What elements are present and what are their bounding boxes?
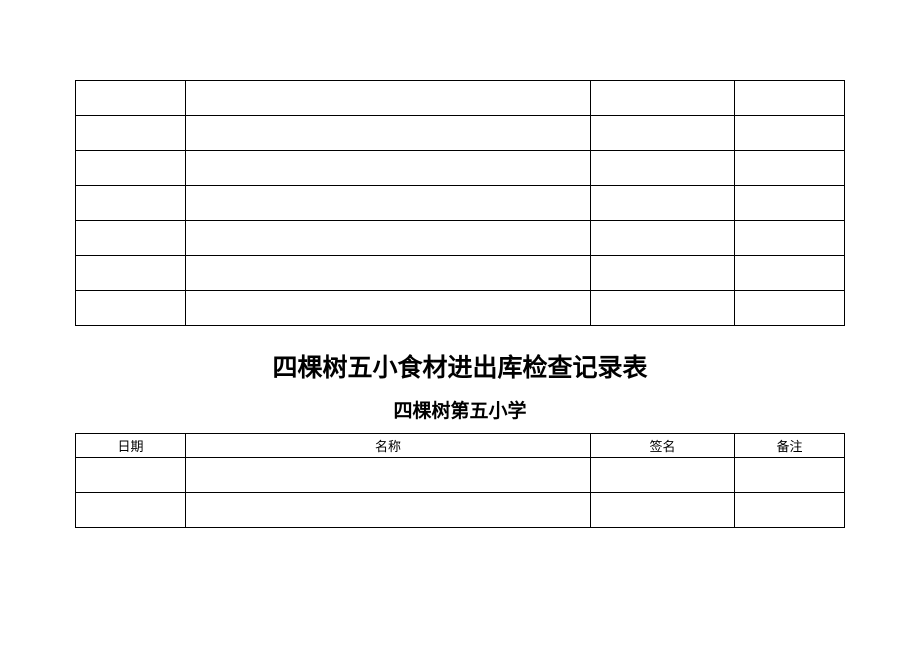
table-cell [76,186,186,221]
table-row [76,221,845,256]
table-cell [735,458,845,493]
table-cell [186,291,591,326]
table-cell [735,116,845,151]
record-table: 日期 名称 签名 备注 [75,433,845,528]
table-cell [735,291,845,326]
upper-blank-table [75,80,845,326]
upper-table-body [76,81,845,326]
table-cell [591,221,735,256]
table-row [76,151,845,186]
table-cell [735,256,845,291]
record-table-body [76,458,845,528]
table-cell [591,116,735,151]
table-cell [186,186,591,221]
page-title: 四棵树五小食材进出库检查记录表 [75,348,845,384]
header-note: 备注 [735,434,845,458]
table-cell [76,81,186,116]
table-cell [186,256,591,291]
table-cell [186,81,591,116]
table-cell [186,221,591,256]
table-row [76,493,845,528]
table-row [76,116,845,151]
table-cell [591,186,735,221]
page-container: 四棵树五小食材进出库检查记录表 四棵树第五小学 日期 名称 签名 备注 [0,0,920,528]
table-cell [186,493,591,528]
table-row [76,256,845,291]
table-cell [76,221,186,256]
table-cell [76,291,186,326]
table-cell [591,151,735,186]
page-subtitle: 四棵树第五小学 [75,396,845,423]
table-cell [735,151,845,186]
table-cell [591,81,735,116]
table-cell [76,151,186,186]
table-row [76,81,845,116]
header-date: 日期 [76,434,186,458]
table-row [76,186,845,221]
table-row [76,291,845,326]
table-cell [591,493,735,528]
table-cell [735,81,845,116]
record-table-head: 日期 名称 签名 备注 [76,434,845,458]
header-name: 名称 [186,434,591,458]
table-cell [76,256,186,291]
table-cell [76,458,186,493]
table-cell [186,458,591,493]
table-cell [76,493,186,528]
table-cell [735,221,845,256]
table-cell [591,291,735,326]
table-cell [591,256,735,291]
header-sign: 签名 [591,434,735,458]
table-cell [186,116,591,151]
table-cell [76,116,186,151]
table-row [76,458,845,493]
table-cell [186,151,591,186]
table-cell [735,493,845,528]
header-row: 日期 名称 签名 备注 [76,434,845,458]
table-cell [735,186,845,221]
table-cell [591,458,735,493]
